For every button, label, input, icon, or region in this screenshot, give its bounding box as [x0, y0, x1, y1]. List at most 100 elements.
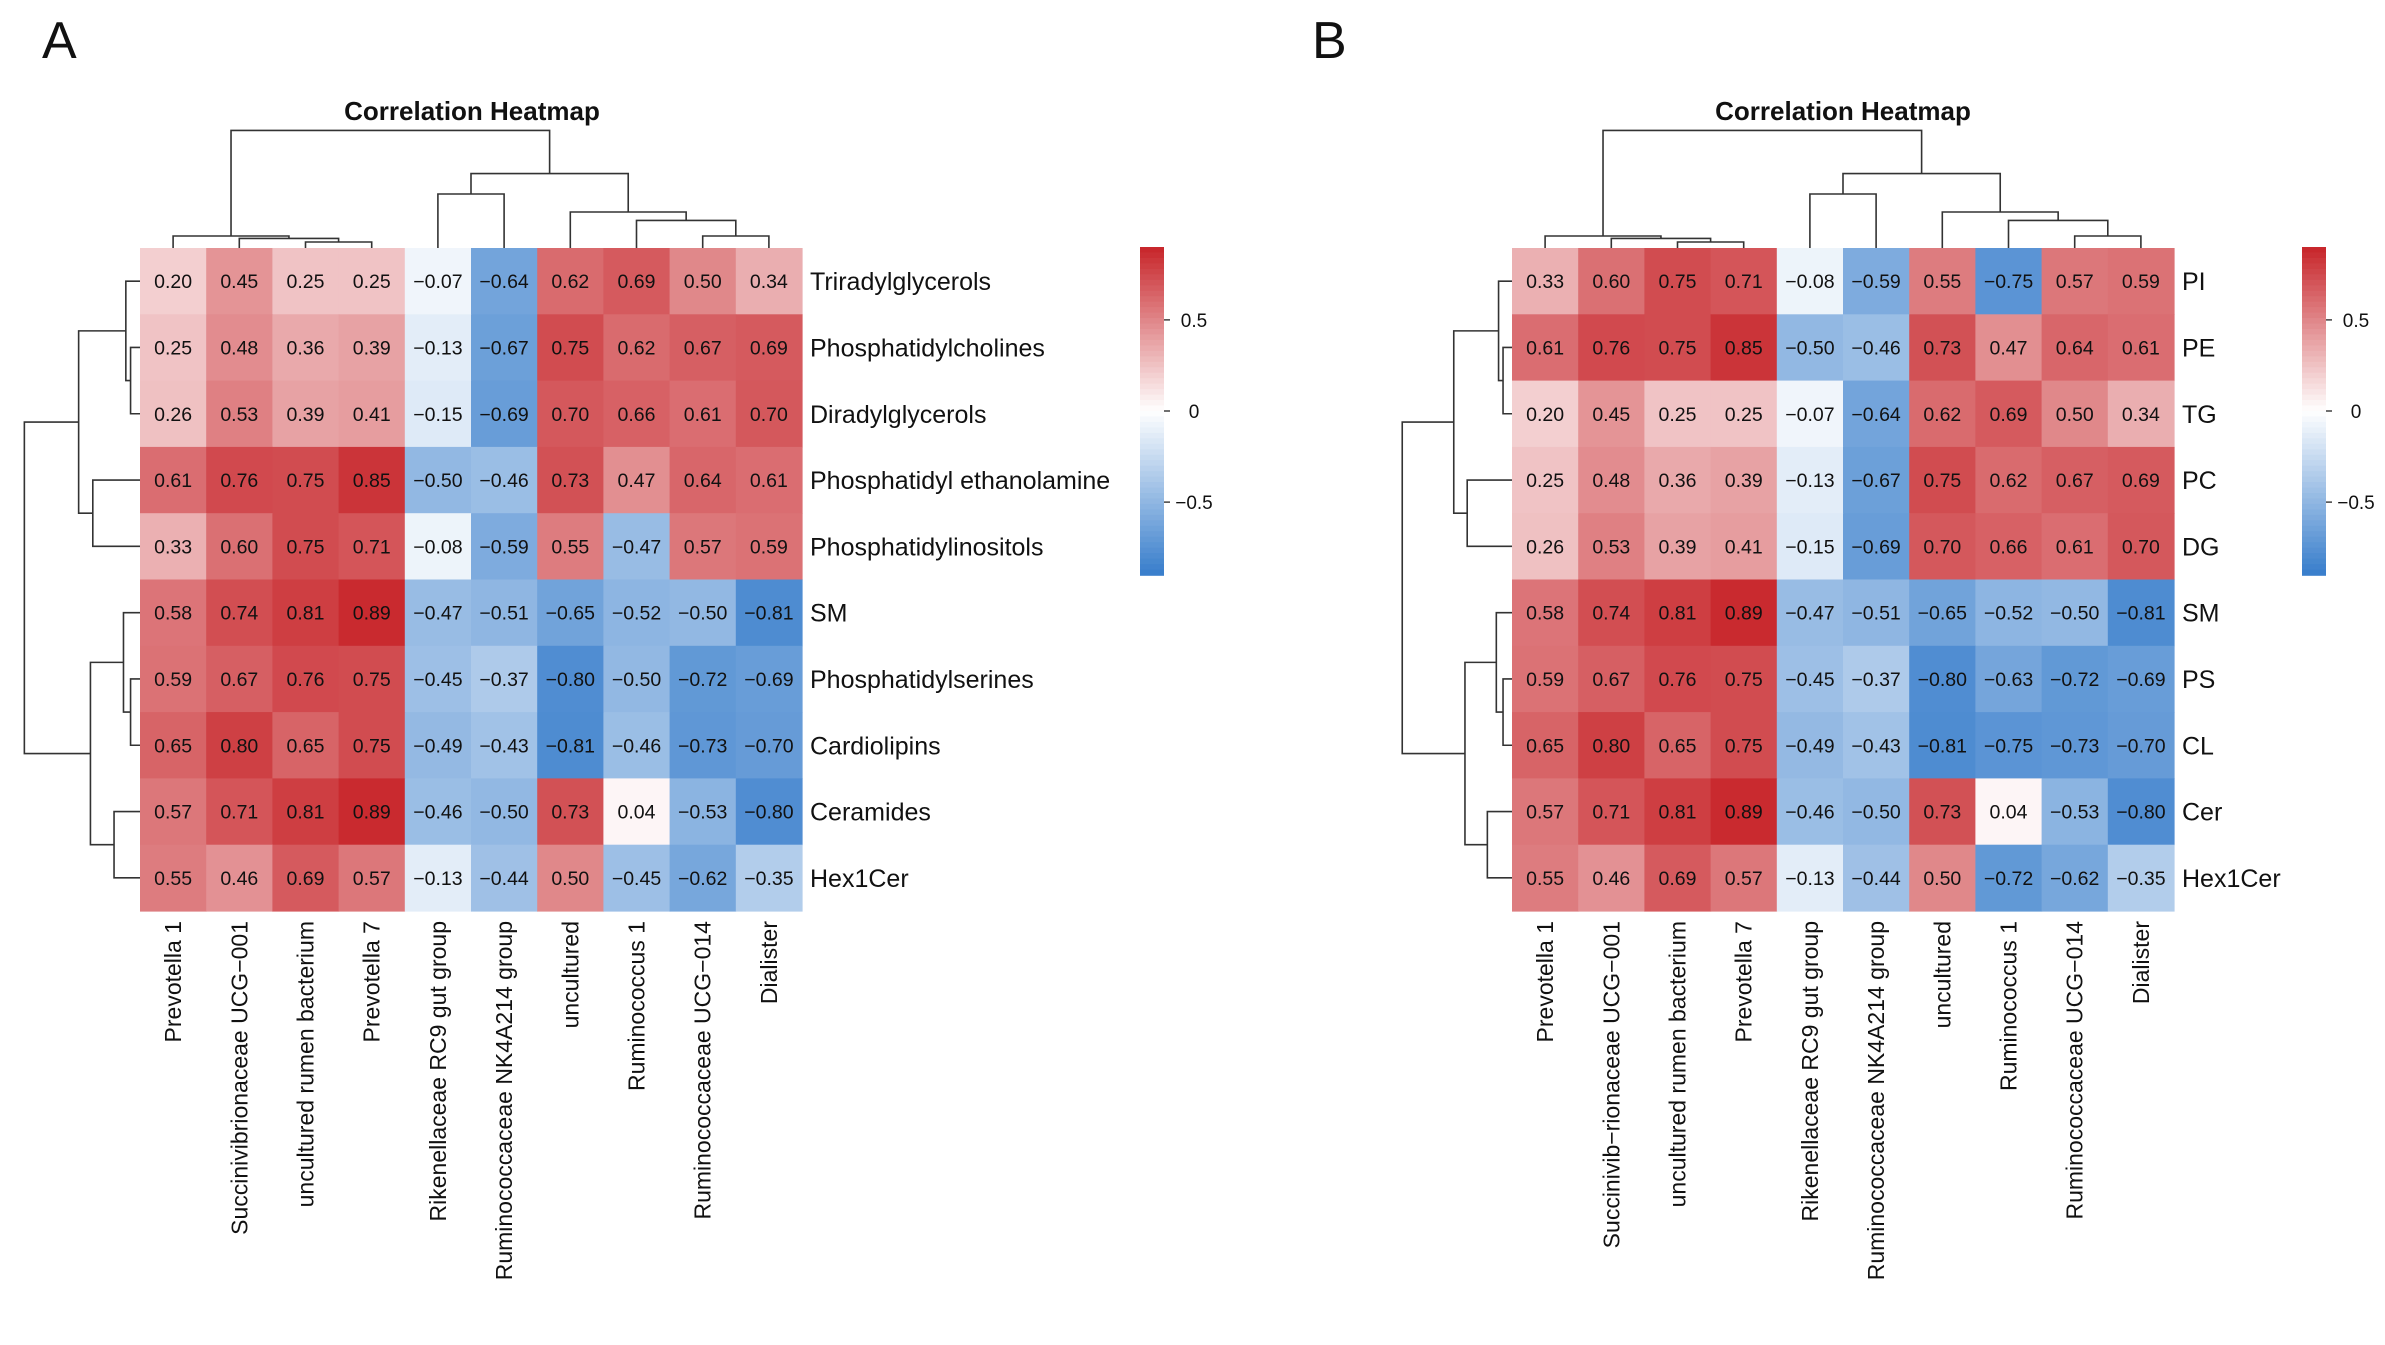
legend-color-step	[2302, 252, 2326, 259]
heatmap-cell	[1776, 513, 1844, 581]
heatmap-cell	[140, 248, 207, 315]
column-label: uncultured rumen bacterium	[1665, 921, 1691, 1207]
heatmap-cell	[471, 778, 538, 846]
heatmap-cell	[272, 446, 340, 514]
heatmap-cell	[1644, 645, 1712, 713]
cell-value-label: −0.47	[612, 536, 661, 558]
column-dendrogram-branch	[2073, 235, 2142, 248]
heatmap-cell	[1512, 380, 1579, 448]
row-dendrogram-branch	[125, 280, 140, 382]
legend-color-step	[1140, 323, 1164, 330]
legend-color-step	[2302, 542, 2326, 549]
cell-value-label: −0.50	[413, 470, 462, 492]
cell-value-label: −0.37	[479, 669, 528, 691]
heatmap-cell	[1512, 712, 1579, 779]
cell-value-label: −0.13	[413, 868, 462, 890]
cell-value-label: −0.35	[744, 868, 793, 890]
cell-value-label: 0.62	[1923, 404, 1961, 426]
heatmap-cell	[2107, 248, 2175, 315]
heatmap-cell	[206, 712, 273, 779]
cell-value-label: 0.61	[1526, 337, 1564, 359]
cell-value-label: −0.80	[744, 802, 793, 824]
cell-value-label: 0.57	[353, 868, 391, 890]
heatmap-cell	[471, 380, 538, 448]
legend-color-step	[2302, 471, 2326, 478]
heatmap-cell	[1644, 513, 1712, 581]
column-label: Ruminococcus 1	[624, 921, 650, 1091]
heatmap-cell	[1909, 446, 1976, 514]
legend-color-step	[1140, 367, 1164, 374]
cell-value-label: 0.65	[287, 735, 325, 757]
cell-value-label: 0.67	[2056, 470, 2094, 492]
cell-value-label: 0.62	[618, 337, 656, 359]
cell-value-label: 0.55	[551, 536, 589, 558]
cell-value-label: −0.80	[546, 669, 595, 691]
heatmap-cell	[272, 844, 340, 912]
cell-value-label: −0.15	[413, 404, 462, 426]
cell-value-label: 0.65	[1659, 735, 1697, 757]
legend-color-step	[2302, 389, 2326, 396]
heatmap-cell	[1975, 645, 2043, 713]
cell-value-label: −0.81	[744, 603, 793, 625]
cell-value-label: −0.50	[1785, 337, 1834, 359]
heatmap-cell	[669, 248, 737, 315]
row-label: PE	[2182, 334, 2215, 362]
cell-value-label: 0.65	[1526, 735, 1564, 757]
column-dendrogram-branch	[1610, 237, 1712, 248]
cell-value-label: −0.13	[1785, 868, 1834, 890]
cell-value-label: −0.46	[479, 470, 528, 492]
cell-value-label: −0.43	[1851, 735, 1900, 757]
cell-value-label: 0.67	[220, 669, 258, 691]
cell-value-label: −0.53	[678, 802, 727, 824]
cell-value-label: 0.61	[750, 470, 788, 492]
cell-value-label: 0.76	[1659, 669, 1697, 691]
cell-value-label: 0.81	[1659, 802, 1697, 824]
heatmap-cell	[140, 844, 207, 912]
row-label: Cardiolipins	[810, 732, 941, 760]
heatmap-cell	[1909, 645, 1976, 713]
legend-color-step	[1140, 509, 1164, 516]
legend-color-step	[2302, 503, 2326, 511]
legend-color-step	[1140, 312, 1164, 319]
legend-color-step	[2302, 285, 2326, 292]
legend-color-step	[2302, 339, 2326, 347]
legend-color-step	[1140, 460, 1164, 467]
column-dendrogram-branch	[238, 237, 340, 248]
heatmap-cell	[1710, 248, 1778, 315]
cell-value-label: 0.89	[353, 802, 391, 824]
heatmap-cell	[1776, 844, 1844, 912]
row-dendrogram-branch	[92, 479, 140, 548]
cell-value-label: 0.55	[1923, 271, 1961, 293]
heatmap-cell	[537, 513, 604, 581]
heatmap-cell	[603, 645, 671, 713]
legend-color-step	[1140, 411, 1164, 418]
cell-value-label: −0.35	[2116, 868, 2165, 890]
heatmap-cell	[2041, 446, 2109, 514]
heatmap-cell	[338, 712, 406, 779]
heatmap-cell	[603, 446, 671, 514]
cell-value-label: 0.59	[1526, 669, 1564, 691]
cell-value-label: 0.75	[287, 536, 325, 558]
heatmap-cell	[1578, 579, 1645, 647]
cell-value-label: 0.81	[287, 603, 325, 625]
row-label: Hex1Cer	[2182, 865, 2281, 893]
cell-value-label: 0.85	[353, 470, 391, 492]
cell-value-label: 0.75	[1923, 470, 1961, 492]
heatmap-cell	[1975, 844, 2043, 912]
heatmap-cell	[1710, 844, 1778, 912]
cell-value-label: 0.33	[1526, 271, 1564, 293]
cell-value-label: 0.57	[154, 802, 192, 824]
cell-value-label: 0.55	[154, 868, 192, 890]
heatmap-cell	[537, 446, 604, 514]
legend-color-step	[2302, 493, 2326, 500]
legend-color-step	[1140, 372, 1164, 379]
cell-value-label: −0.13	[413, 337, 462, 359]
legend-color-step	[1140, 503, 1164, 511]
heatmap-cell	[206, 248, 273, 315]
legend-color-step	[1140, 454, 1164, 461]
legend-color-step	[2302, 257, 2326, 265]
cell-value-label: −0.37	[1851, 669, 1900, 691]
heatmap-cell	[272, 579, 340, 647]
heatmap-cell	[140, 380, 207, 448]
